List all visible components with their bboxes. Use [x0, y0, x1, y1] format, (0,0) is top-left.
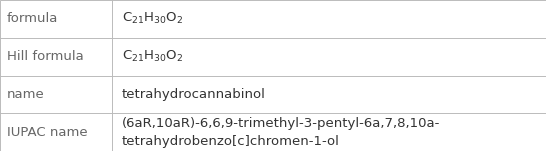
- Text: $\mathregular{C}_{21}\mathregular{H}_{30}\mathregular{O}_2$: $\mathregular{C}_{21}\mathregular{H}_{30…: [122, 11, 183, 26]
- Text: Hill formula: Hill formula: [7, 50, 84, 63]
- Text: IUPAC name: IUPAC name: [7, 126, 87, 139]
- Text: tetrahydrocannabinol: tetrahydrocannabinol: [122, 88, 266, 101]
- Text: $\mathregular{C}_{21}\mathregular{H}_{30}\mathregular{O}_2$: $\mathregular{C}_{21}\mathregular{H}_{30…: [122, 49, 183, 64]
- Text: name: name: [7, 88, 44, 101]
- Text: formula: formula: [7, 12, 58, 25]
- Text: (6aR,10aR)-6,6,9-trimethyl-3-pentyl-6a,7,8,10a-
tetrahydrobenzo[c]chromen-1-ol: (6aR,10aR)-6,6,9-trimethyl-3-pentyl-6a,7…: [122, 117, 440, 148]
